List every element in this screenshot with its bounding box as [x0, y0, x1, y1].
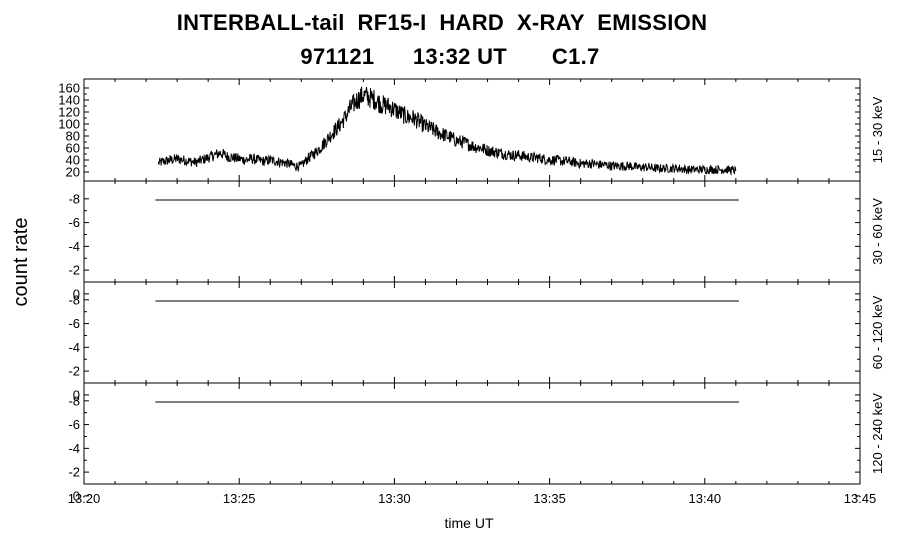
y-tick-label: -6	[68, 417, 80, 432]
panel-frame	[83, 281, 861, 384]
y-tick-label: -6	[68, 316, 80, 331]
y-tick-label: 0	[73, 286, 80, 301]
y-tick-label: 60	[66, 141, 80, 156]
y-tick-label: 160	[58, 81, 80, 96]
y-tick-label: -8	[68, 292, 80, 307]
x-tick-label: 13:35	[533, 491, 566, 506]
y-axis-label: count rate	[10, 218, 32, 307]
x-tick-label: 13:40	[689, 491, 722, 506]
y-tick-label: -2	[68, 263, 80, 278]
y-tick-label: -2	[68, 465, 80, 480]
y-tick-label: 100	[58, 117, 80, 132]
panel-frame	[83, 382, 861, 485]
panel-frame	[83, 180, 861, 283]
panel-energy-label: 60 - 120 keV	[870, 295, 885, 369]
panel-energy-label: 120 - 240 keV	[870, 393, 885, 474]
y-tick-label: 80	[66, 129, 80, 144]
chart-title: INTERBALL-tail RF15-I HARD X-RAY EMISSIO…	[176, 10, 708, 35]
x-tick-label: 13:30	[378, 491, 411, 506]
series-line	[158, 86, 737, 176]
y-tick-label: -8	[68, 393, 80, 408]
x-tick-label: 13:45	[844, 491, 877, 506]
y-tick-label: -4	[68, 239, 80, 254]
x-axis-label: time UT	[445, 515, 494, 531]
panel-frame	[83, 78, 861, 182]
y-tick-label: -6	[68, 215, 80, 230]
y-tick-label: 140	[58, 93, 80, 108]
y-tick-label: 20	[66, 165, 80, 180]
panel-energy-label: 30 - 60 keV	[870, 198, 885, 265]
panel-energy-label: 15 - 30 keV	[870, 96, 885, 163]
y-tick-label: -8	[68, 191, 80, 206]
y-tick-label: 120	[58, 105, 80, 120]
y-tick-label: -4	[68, 441, 80, 456]
x-tick-label: 13:20	[68, 491, 101, 506]
x-tick-label: 13:25	[223, 491, 256, 506]
chart-subtitle: 971121 13:32 UT C1.7	[300, 44, 600, 69]
y-tick-label: -2	[68, 364, 80, 379]
y-tick-label: 0	[73, 488, 80, 503]
y-tick-label: 40	[66, 153, 80, 168]
y-tick-label: -4	[68, 340, 80, 355]
y-tick-label: 0	[73, 387, 80, 402]
